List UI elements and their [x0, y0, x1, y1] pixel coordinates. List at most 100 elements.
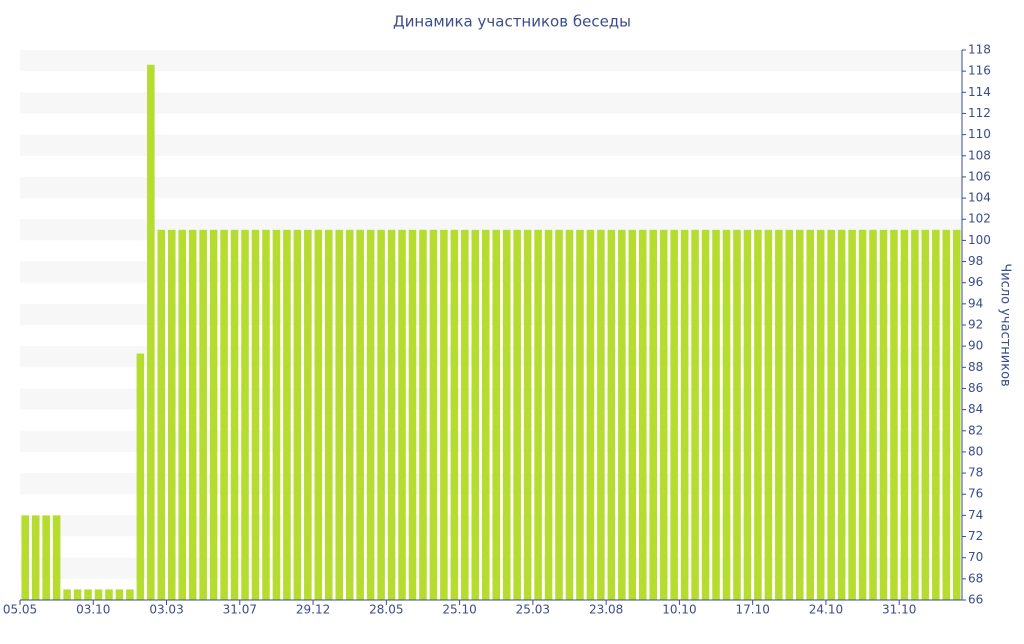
bar: [754, 229, 762, 601]
bar: [607, 229, 616, 601]
bar: [94, 589, 103, 600]
bar: [586, 229, 595, 601]
x-tick-label: 28.05: [369, 603, 403, 617]
y-axis-title: Число участников: [998, 263, 1013, 386]
bar: [167, 229, 176, 601]
x-tick-label: 29.12: [296, 603, 330, 617]
bar: [785, 229, 794, 601]
bar: [576, 229, 584, 601]
bar: [419, 229, 427, 601]
bar: [743, 229, 752, 601]
bar: [377, 229, 385, 601]
bar: [848, 229, 856, 601]
y-tick-label: 88: [968, 360, 983, 374]
bar: [691, 229, 699, 601]
bar: [921, 229, 930, 601]
bar: [544, 229, 553, 601]
bar: [722, 229, 731, 601]
bar: [115, 589, 124, 600]
bar: [869, 229, 877, 601]
y-tick-label: 72: [968, 529, 983, 543]
bar: [597, 229, 605, 601]
bar: [492, 229, 501, 601]
bar: [534, 229, 542, 601]
bar: [513, 229, 521, 601]
bar: [324, 229, 333, 601]
bar: [387, 229, 396, 601]
y-tick-label: 66: [968, 593, 983, 607]
x-tick-label: 25.10: [442, 603, 476, 617]
bar: [638, 229, 647, 601]
grid-band: [20, 50, 962, 72]
y-tick-label: 78: [968, 466, 983, 480]
bar: [680, 229, 689, 601]
bar: [356, 229, 364, 601]
bar: [712, 229, 720, 601]
grid-band: [20, 134, 962, 156]
bar: [335, 229, 344, 601]
bar: [565, 229, 574, 601]
bar: [942, 229, 951, 601]
grid-band: [20, 176, 962, 199]
bar: [858, 229, 867, 601]
y-tick-label: 110: [968, 127, 991, 141]
y-tick-label: 112: [968, 106, 991, 120]
bar: [230, 229, 239, 601]
x-tick-label: 05.05: [3, 603, 37, 617]
y-tick-label: 76: [968, 487, 983, 501]
bar: [523, 229, 532, 601]
bar: [105, 589, 113, 600]
bar: [502, 229, 511, 601]
bar: [209, 229, 218, 601]
bar: [136, 353, 145, 600]
bar: [63, 589, 71, 600]
x-tick-label: 23.08: [589, 603, 623, 617]
bar: [178, 229, 187, 601]
y-tick-label: 100: [968, 233, 991, 247]
y-tick-label: 102: [968, 212, 991, 226]
y-tick-label: 92: [968, 318, 983, 332]
bar: [649, 229, 658, 601]
y-tick-label: 96: [968, 275, 983, 289]
bar: [157, 229, 166, 601]
y-tick-label: 98: [968, 254, 983, 268]
bar: [304, 229, 312, 601]
bar: [450, 229, 459, 601]
bar: [911, 229, 919, 601]
bar: [283, 229, 291, 601]
y-tick-label: 108: [968, 148, 991, 162]
bar: [429, 229, 438, 601]
bar: [31, 515, 40, 600]
bar: [879, 229, 888, 601]
y-tick-label: 86: [968, 381, 983, 395]
grid-band: [20, 92, 962, 114]
bar: [84, 589, 92, 600]
chart-title: Динамика участников беседы: [393, 13, 631, 31]
bar: [408, 229, 417, 601]
x-tick-label: 31.10: [882, 603, 916, 617]
bar: [795, 229, 804, 601]
y-tick-label: 82: [968, 423, 983, 437]
bar: [628, 229, 637, 601]
bar: [241, 229, 249, 601]
bar: [262, 229, 270, 601]
bar: [659, 229, 668, 601]
bar: [440, 229, 448, 601]
bar: [481, 229, 490, 601]
bar: [73, 589, 82, 600]
x-tick-label: 03.03: [149, 603, 183, 617]
bar: [52, 515, 61, 600]
bar: [618, 229, 626, 601]
bar: [733, 229, 741, 601]
y-tick-label: 70: [968, 550, 983, 564]
bar: [555, 229, 563, 601]
bar: [251, 229, 260, 601]
y-tick-label: 104: [968, 191, 991, 205]
y-tick-label: 116: [968, 64, 991, 78]
y-tick-label: 80: [968, 444, 983, 458]
bar: [272, 229, 281, 601]
x-tick-label: 25.03: [516, 603, 550, 617]
bar: [293, 229, 302, 601]
bar: [837, 229, 846, 601]
bar: [398, 229, 406, 601]
